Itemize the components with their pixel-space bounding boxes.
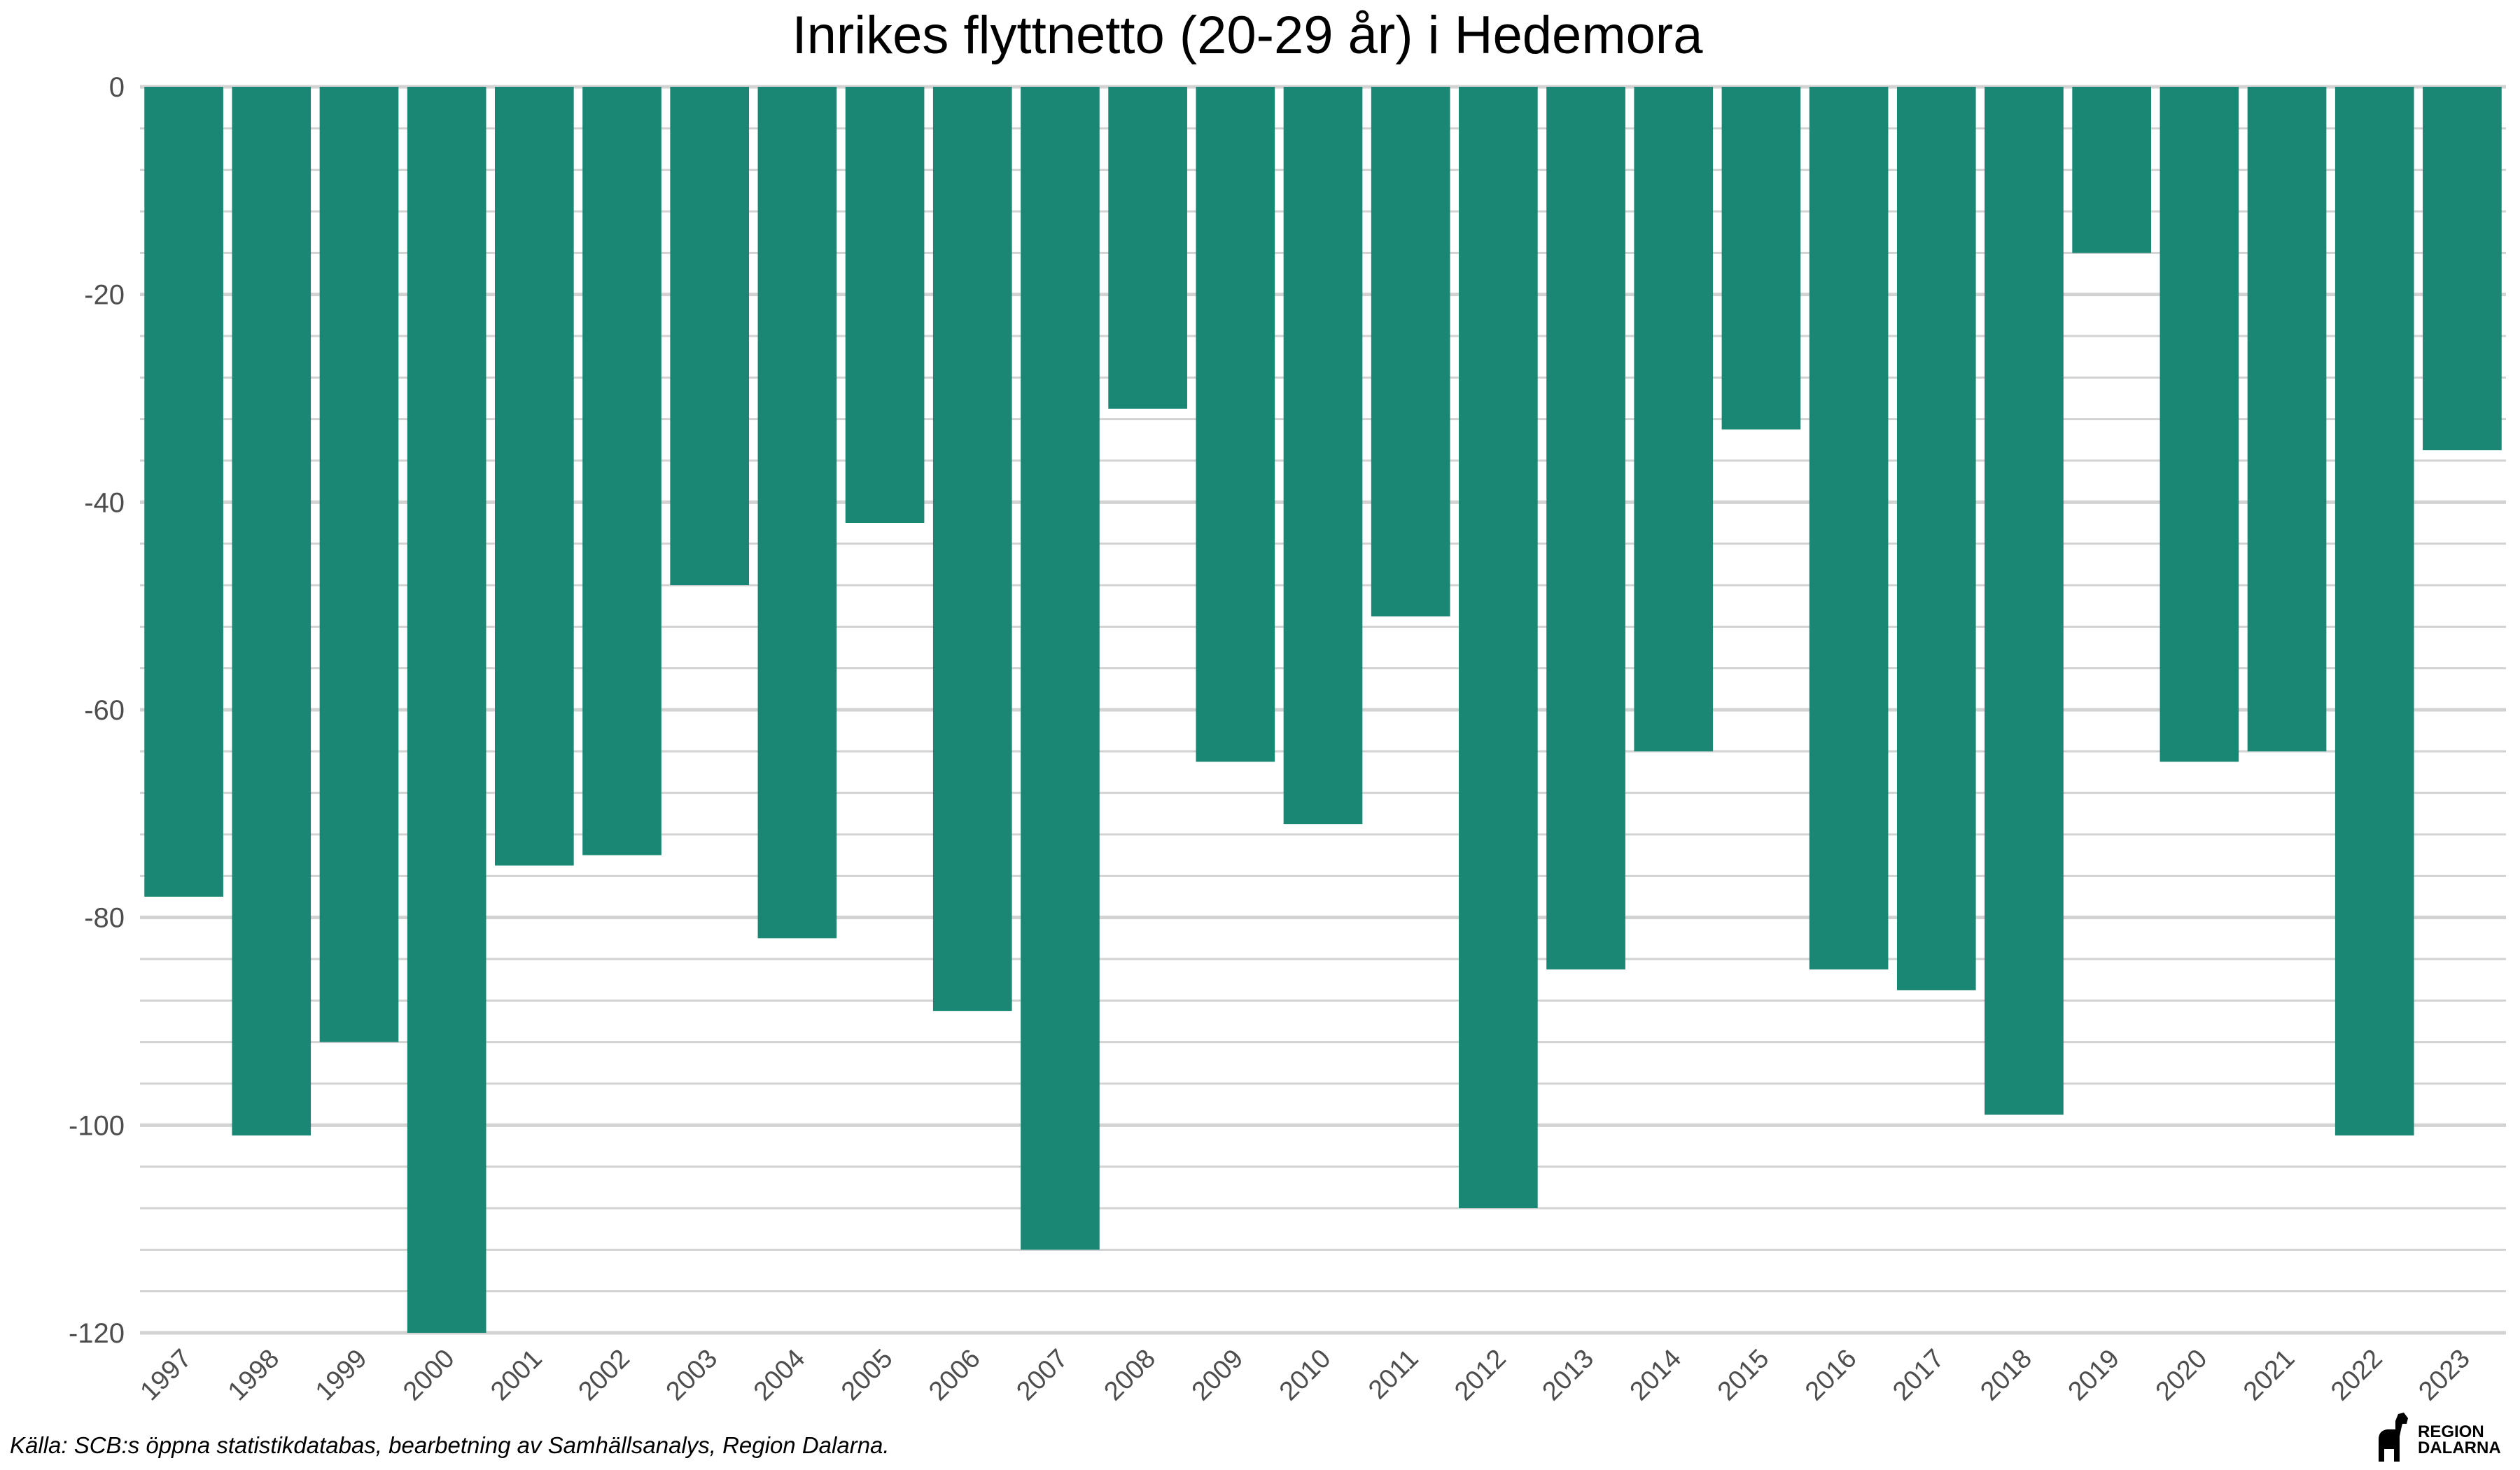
source-caption: Källa: SCB:s öppna statistikdatabas, bea… [10,1432,890,1458]
x-tick-label: 2005 [836,1344,898,1406]
x-tick-label: 2012 [1449,1344,1511,1406]
x-axis-ticks: 1997 1998 1999 2000 2001 2002 2003 2004 2005 2006… [135,1344,2476,1406]
bars [144,87,2502,1333]
dala-horse-icon [2379,1413,2408,1462]
y-tick-label: -20 [84,280,125,311]
bar-2009 [1196,87,1275,762]
bar-2014 [1634,87,1714,752]
bar-2019 [2072,87,2151,253]
bar-2004 [757,87,837,939]
bar-2012 [1459,87,1538,1208]
x-tick-label: 2019 [2063,1344,2125,1406]
y-tick-label: -60 [84,695,125,726]
bar-2001 [495,87,574,866]
x-tick-label: 2008 [1099,1344,1161,1406]
x-tick-label: 2022 [2325,1344,2388,1406]
bar-2020 [2160,87,2239,762]
bar-2016 [1809,87,1889,969]
y-tick-label: 0 [109,72,125,103]
x-tick-label: 2003 [661,1344,723,1406]
x-tick-label: 2018 [1975,1344,2037,1406]
logo-line-1: REGION [2418,1422,2484,1441]
bar-1998 [232,87,312,1136]
x-tick-label: 2013 [1537,1344,1600,1406]
x-tick-label: 1999 [310,1344,372,1406]
x-tick-label: 2007 [1011,1344,1073,1406]
x-tick-label: 2004 [748,1344,811,1406]
x-tick-label: 2016 [1800,1344,1862,1406]
bar-1997 [144,87,223,897]
x-tick-label: 2017 [1887,1344,1949,1406]
x-tick-label: 2020 [2150,1344,2213,1406]
x-tick-label: 2002 [573,1344,635,1406]
y-tick-label: -120 [69,1318,125,1349]
bar-2010 [1283,87,1363,825]
x-tick-label: 2006 [923,1344,986,1406]
x-tick-label: 2000 [398,1344,460,1406]
x-tick-label: 2021 [2238,1344,2300,1406]
bar-2006 [932,87,1012,1011]
y-tick-label: -40 [84,487,125,518]
bar-2023 [2423,87,2502,451]
y-axis-ticks: 0 -20 -40 -60 -80 -100 -120 [69,72,125,1349]
x-tick-label: 1998 [223,1344,285,1406]
region-dalarna-logo: REGION DALARNA [2372,1408,2512,1464]
bar-2000 [407,87,486,1333]
y-tick-label: -80 [84,903,125,934]
x-tick-label: 1997 [135,1344,197,1406]
x-tick-label: 2009 [1186,1344,1249,1406]
bar-1999 [319,87,399,1042]
chart-title: Inrikes flyttnetto (20-29 år) i Hedemora [792,6,1704,65]
x-tick-label: 2023 [2413,1344,2475,1406]
bar-2008 [1108,87,1187,409]
bar-2013 [1546,87,1625,969]
bar-2005 [845,87,925,523]
bar-2011 [1371,87,1450,617]
logo-line-2: DALARNA [2418,1438,2501,1457]
bar-2002 [582,87,662,855]
bar-2021 [2247,87,2327,752]
bar-2007 [1021,87,1100,1250]
x-tick-label: 2001 [485,1344,547,1406]
bar-2015 [1721,87,1801,430]
bar-2017 [1896,87,1976,990]
bar-2022 [2334,87,2414,1136]
bar-2003 [670,87,750,585]
x-tick-label: 2011 [1363,1344,1424,1405]
bar-2018 [1984,87,2064,1115]
y-tick-label: -100 [69,1110,125,1141]
x-tick-label: 2015 [1712,1344,1774,1406]
logo-text: REGION DALARNA [2418,1422,2501,1457]
x-tick-label: 2010 [1274,1344,1336,1406]
x-tick-label: 2014 [1625,1344,1687,1406]
